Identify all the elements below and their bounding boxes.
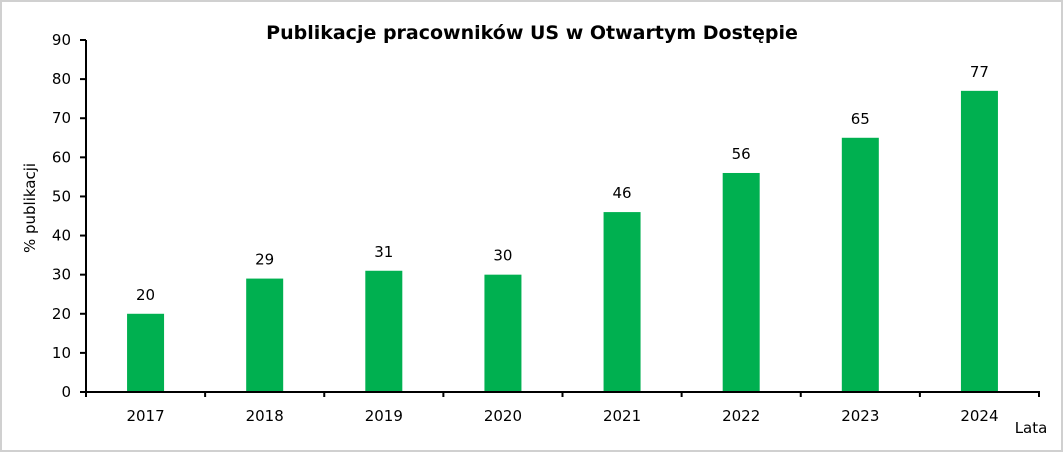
y-tick-label: 60 (52, 148, 71, 166)
data-label: 77 (970, 63, 989, 81)
y-axis-label: % publikacji (21, 163, 39, 253)
y-tick-label: 20 (52, 305, 71, 323)
bar-2024 (960, 90, 998, 392)
bar-2019 (365, 270, 403, 392)
bar-2023 (841, 137, 879, 392)
y-tick-label: 10 (52, 344, 71, 362)
bar-2021 (603, 212, 641, 392)
x-tick-label: 2024 (960, 407, 998, 425)
bar-2018 (246, 278, 284, 392)
y-tick-label: 50 (52, 187, 71, 205)
x-tick-label: 2021 (603, 407, 641, 425)
data-label: 65 (851, 110, 870, 128)
x-tick-label: 2023 (841, 407, 879, 425)
x-tick-label: 2022 (722, 407, 760, 425)
bar-2020 (484, 274, 522, 392)
x-tick-label: 2020 (484, 407, 522, 425)
y-tick-label: 80 (52, 70, 71, 88)
y-tick-label: 40 (52, 227, 71, 245)
data-label: 29 (255, 251, 274, 269)
chart-title: Publikacje pracowników US w Otwartym Dos… (266, 22, 798, 44)
data-label: 30 (493, 247, 512, 265)
x-tick-label: 2017 (126, 407, 164, 425)
y-tick-label: 30 (52, 266, 71, 284)
x-tick-label: 2019 (365, 407, 403, 425)
data-label: 20 (136, 286, 155, 304)
x-axis-label: Lata (1015, 419, 1048, 437)
x-tick-label: 2018 (246, 407, 284, 425)
y-tick-label: 0 (61, 383, 71, 401)
bar-2022 (722, 172, 760, 392)
y-tick-label: 70 (52, 109, 71, 127)
y-tick-label: 90 (52, 31, 71, 49)
data-label: 46 (613, 184, 632, 202)
data-label: 56 (732, 145, 751, 163)
data-label: 31 (374, 243, 393, 261)
bar-2017 (127, 313, 165, 392)
